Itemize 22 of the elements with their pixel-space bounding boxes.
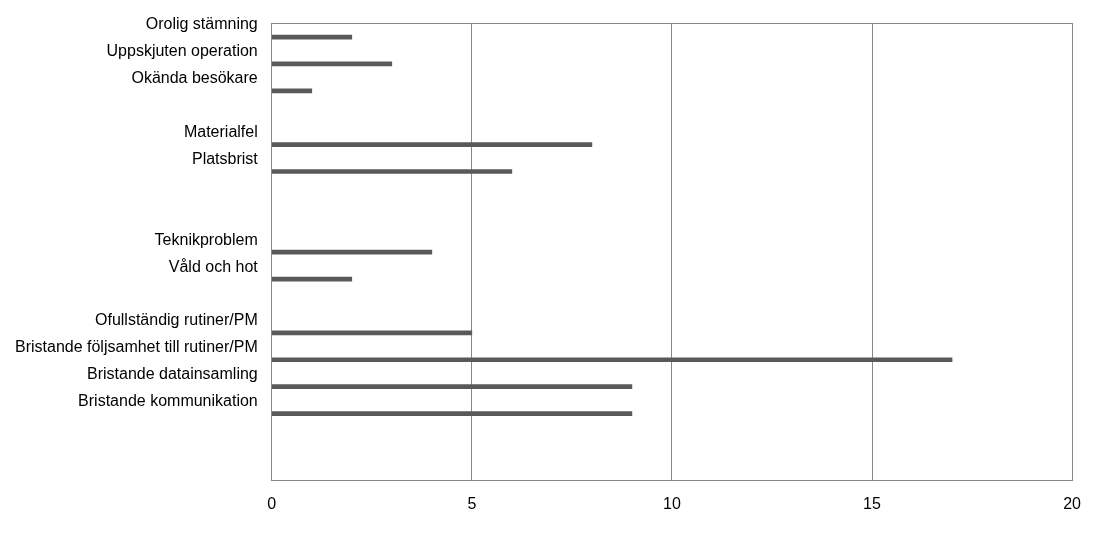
bar: [271, 411, 633, 416]
y-tick-label: Teknikproblem: [154, 230, 258, 248]
y-tick-label: Bristande datainsamling: [86, 365, 258, 383]
y-tick-label: Bristande följsamhet till rutiner/PM: [14, 338, 258, 356]
bar: [271, 249, 433, 255]
y-tick-label: Uppskjuten operation: [106, 42, 258, 60]
x-tick-label: 0: [267, 494, 277, 512]
y-tick-label: Våld och hot: [168, 257, 259, 275]
y-tick-label: Ofullständig rutiner/PM: [95, 311, 258, 329]
bar: [271, 384, 633, 389]
y-tick-label: Materialfel: [183, 123, 258, 141]
bar: [271, 357, 953, 363]
y-tick-label: Platsbrist: [191, 149, 259, 167]
x-tick-label: 15: [863, 494, 882, 512]
bar: [271, 142, 593, 147]
x-tick-label: 10: [663, 494, 681, 512]
x-tick-label: 20: [1063, 494, 1082, 512]
y-tick-label: Bristande kommunikation: [78, 391, 258, 409]
x-tick-label: 5: [467, 494, 477, 512]
y-tick-label: Okända besökare: [131, 69, 258, 87]
y-tick-label: Orolig stämning: [145, 15, 258, 33]
bar: [271, 169, 513, 174]
